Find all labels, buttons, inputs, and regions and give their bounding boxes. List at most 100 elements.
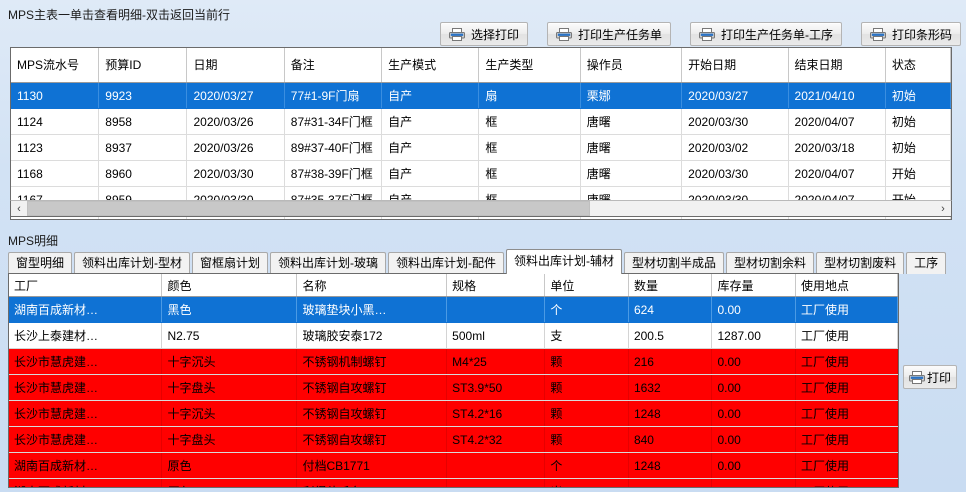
table-cell[interactable]: 框 bbox=[478, 108, 581, 135]
table-cell[interactable]: 2020/03/30 bbox=[681, 160, 789, 187]
table-cell[interactable]: 1287.00 bbox=[711, 322, 797, 349]
column-header[interactable]: 日期 bbox=[186, 48, 285, 83]
table-row[interactable]: 长沙市慧虎建… 十字沉头 不锈钢自攻螺钉 ST4.2*16 颗 1248 0.00 工厂使用 bbox=[9, 400, 898, 427]
table-cell[interactable]: 9923 bbox=[98, 82, 188, 109]
table-cell[interactable]: ST4.2*16 bbox=[446, 400, 546, 427]
table-cell[interactable]: 2020/04/07 bbox=[788, 160, 886, 187]
table-cell[interactable]: 玻璃胶安泰172 bbox=[296, 322, 448, 349]
table-cell[interactable]: 利得佳毛条 bbox=[296, 478, 448, 487]
table-cell[interactable]: 0.00 bbox=[711, 348, 797, 375]
column-header[interactable]: 颜色 bbox=[161, 274, 298, 297]
table-cell[interactable]: 不锈钢自攻螺钉 bbox=[296, 426, 448, 453]
table-cell[interactable]: 1248 bbox=[628, 400, 713, 427]
scrollbar-track[interactable] bbox=[27, 201, 935, 216]
table-cell[interactable]: 7*4 bbox=[446, 478, 546, 487]
table-cell[interactable]: 2911.81 bbox=[628, 478, 713, 487]
tab-0[interactable]: 窗型明细 bbox=[8, 252, 73, 274]
table-cell[interactable]: 2021/04/10 bbox=[788, 82, 886, 109]
table-cell[interactable]: 个 bbox=[544, 296, 629, 323]
table-cell[interactable]: 2020/03/27 bbox=[186, 82, 285, 109]
table-cell[interactable]: 个 bbox=[544, 452, 629, 479]
table-cell[interactable]: 颗 bbox=[544, 400, 629, 427]
column-header[interactable]: 库存量 bbox=[711, 274, 797, 297]
table-row[interactable]: 长沙市慧虎建… 十字盘头 不锈钢自攻螺钉 ST3.9*50 颗 1632 0.00 工厂使用 bbox=[9, 374, 898, 401]
toolbar-print-button-3[interactable]: 打印条形码 bbox=[861, 22, 962, 46]
table-cell[interactable]: 长沙上泰建材… bbox=[9, 322, 163, 349]
table-cell[interactable]: 长沙市慧虎建… bbox=[9, 348, 163, 375]
table-cell[interactable]: 1124 bbox=[11, 108, 100, 135]
table-cell[interactable]: 工厂使用 bbox=[795, 426, 898, 453]
tab-8[interactable]: 型材切割废料 bbox=[816, 252, 905, 274]
table-cell[interactable]: 工厂使用 bbox=[795, 374, 898, 401]
table-cell[interactable]: 颗 bbox=[544, 348, 629, 375]
scrollbar-thumb[interactable] bbox=[27, 201, 590, 216]
table-cell[interactable]: 长沙市慧虎建… bbox=[9, 400, 163, 427]
column-header[interactable]: MPS流水号 bbox=[11, 48, 100, 83]
table-cell[interactable]: 十字沉头 bbox=[161, 348, 298, 375]
table-cell[interactable]: 0.00 bbox=[711, 426, 797, 453]
table-cell[interactable]: N2.75 bbox=[161, 322, 298, 349]
table-cell[interactable]: 1123 bbox=[11, 134, 100, 161]
table-row[interactable]: 长沙上泰建材… N2.75 玻璃胶安泰172 500ml 支 200.5 1287.00 工厂… bbox=[9, 322, 898, 349]
table-row[interactable]: 长沙市慧虎建… 十字沉头 不锈钢机制螺钉 M4*25 颗 216 0.00 工厂使用 bbox=[9, 348, 898, 375]
table-cell[interactable]: 不锈钢自攻螺钉 bbox=[296, 400, 448, 427]
table-cell[interactable]: 框 bbox=[478, 134, 581, 161]
table-cell[interactable]: 自产 bbox=[381, 134, 480, 161]
table-cell[interactable]: 栗娜 bbox=[580, 82, 683, 109]
table-cell[interactable] bbox=[446, 296, 546, 323]
table-cell[interactable]: 0.00 bbox=[711, 400, 797, 427]
scroll-left-arrow-icon[interactable]: ‹ bbox=[11, 201, 27, 216]
table-cell[interactable]: 2020/04/07 bbox=[788, 108, 886, 135]
table-cell[interactable]: 0.00 bbox=[711, 478, 797, 487]
table-cell[interactable]: 湖南百成新材… bbox=[9, 478, 163, 487]
column-header[interactable]: 规格 bbox=[446, 274, 546, 297]
column-header[interactable]: 开始日期 bbox=[681, 48, 789, 83]
table-cell[interactable]: 开始 bbox=[885, 160, 951, 187]
table-row[interactable]: 长沙市慧虎建… 十字盘头 不锈钢自攻螺钉 ST4.2*32 颗 840 0.00 工厂使用 bbox=[9, 426, 898, 453]
table-row[interactable]: 1168 8960 2020/03/30 87#38-39F门框 自产框唐曙 2020/0… bbox=[11, 160, 951, 187]
table-cell[interactable]: 0.00 bbox=[711, 296, 797, 323]
table-cell[interactable]: 840 bbox=[628, 426, 713, 453]
toolbar-print-button-0[interactable]: 选择打印 bbox=[440, 22, 529, 46]
table-cell[interactable]: 原色 bbox=[161, 452, 298, 479]
table-cell[interactable]: 2020/03/26 bbox=[186, 108, 285, 135]
table-cell[interactable]: 颗 bbox=[544, 374, 629, 401]
table-cell[interactable]: 8960 bbox=[98, 160, 188, 187]
table-cell[interactable]: ST3.9*50 bbox=[446, 374, 546, 401]
table-cell[interactable]: 工厂使用 bbox=[795, 452, 898, 479]
table-cell[interactable]: 原色 bbox=[161, 478, 298, 487]
table-cell[interactable]: 初始 bbox=[885, 82, 951, 109]
tab-2[interactable]: 窗框扇计划 bbox=[192, 252, 269, 274]
column-header[interactable]: 备注 bbox=[284, 48, 383, 83]
table-cell[interactable]: 2020/03/18 bbox=[788, 134, 886, 161]
table-cell[interactable]: 2020/03/26 bbox=[186, 134, 285, 161]
table-cell[interactable]: 8958 bbox=[98, 108, 188, 135]
table-cell[interactable]: 1168 bbox=[11, 160, 100, 187]
table-cell[interactable]: 十字盘头 bbox=[161, 374, 298, 401]
table-cell[interactable]: M4*25 bbox=[446, 348, 546, 375]
column-header[interactable]: 名称 bbox=[296, 274, 448, 297]
table-cell[interactable]: 湖南百成新材… bbox=[9, 452, 163, 479]
table-cell[interactable]: 十字盘头 bbox=[161, 426, 298, 453]
column-header[interactable]: 数量 bbox=[628, 274, 713, 297]
table-cell[interactable]: 89#37-40F门框 bbox=[284, 134, 383, 161]
column-header[interactable]: 预算ID bbox=[98, 48, 188, 83]
table-cell[interactable]: 2020/03/02 bbox=[681, 134, 789, 161]
table-cell[interactable]: 不锈钢自攻螺钉 bbox=[296, 374, 448, 401]
table-cell[interactable]: 8937 bbox=[98, 134, 188, 161]
table-cell[interactable]: 1248 bbox=[628, 452, 713, 479]
column-header[interactable]: 生产类型 bbox=[478, 48, 581, 83]
column-header[interactable]: 使用地点 bbox=[795, 274, 898, 297]
table-cell[interactable]: 87#31-34F门框 bbox=[284, 108, 383, 135]
table-cell[interactable]: 长沙市慧虎建… bbox=[9, 374, 163, 401]
table-cell[interactable]: 扇 bbox=[478, 82, 581, 109]
table-cell[interactable]: 不锈钢机制螺钉 bbox=[296, 348, 448, 375]
tab-7[interactable]: 型材切割余料 bbox=[726, 252, 815, 274]
table-cell[interactable]: 1632 bbox=[628, 374, 713, 401]
table-cell[interactable]: 自产 bbox=[381, 108, 480, 135]
table-cell[interactable]: 付档CB1771 bbox=[296, 452, 448, 479]
toolbar-print-button-2[interactable]: 打印生产任务单-工序 bbox=[690, 22, 843, 46]
table-cell[interactable]: 初始 bbox=[885, 134, 951, 161]
table-cell[interactable]: 十字沉头 bbox=[161, 400, 298, 427]
